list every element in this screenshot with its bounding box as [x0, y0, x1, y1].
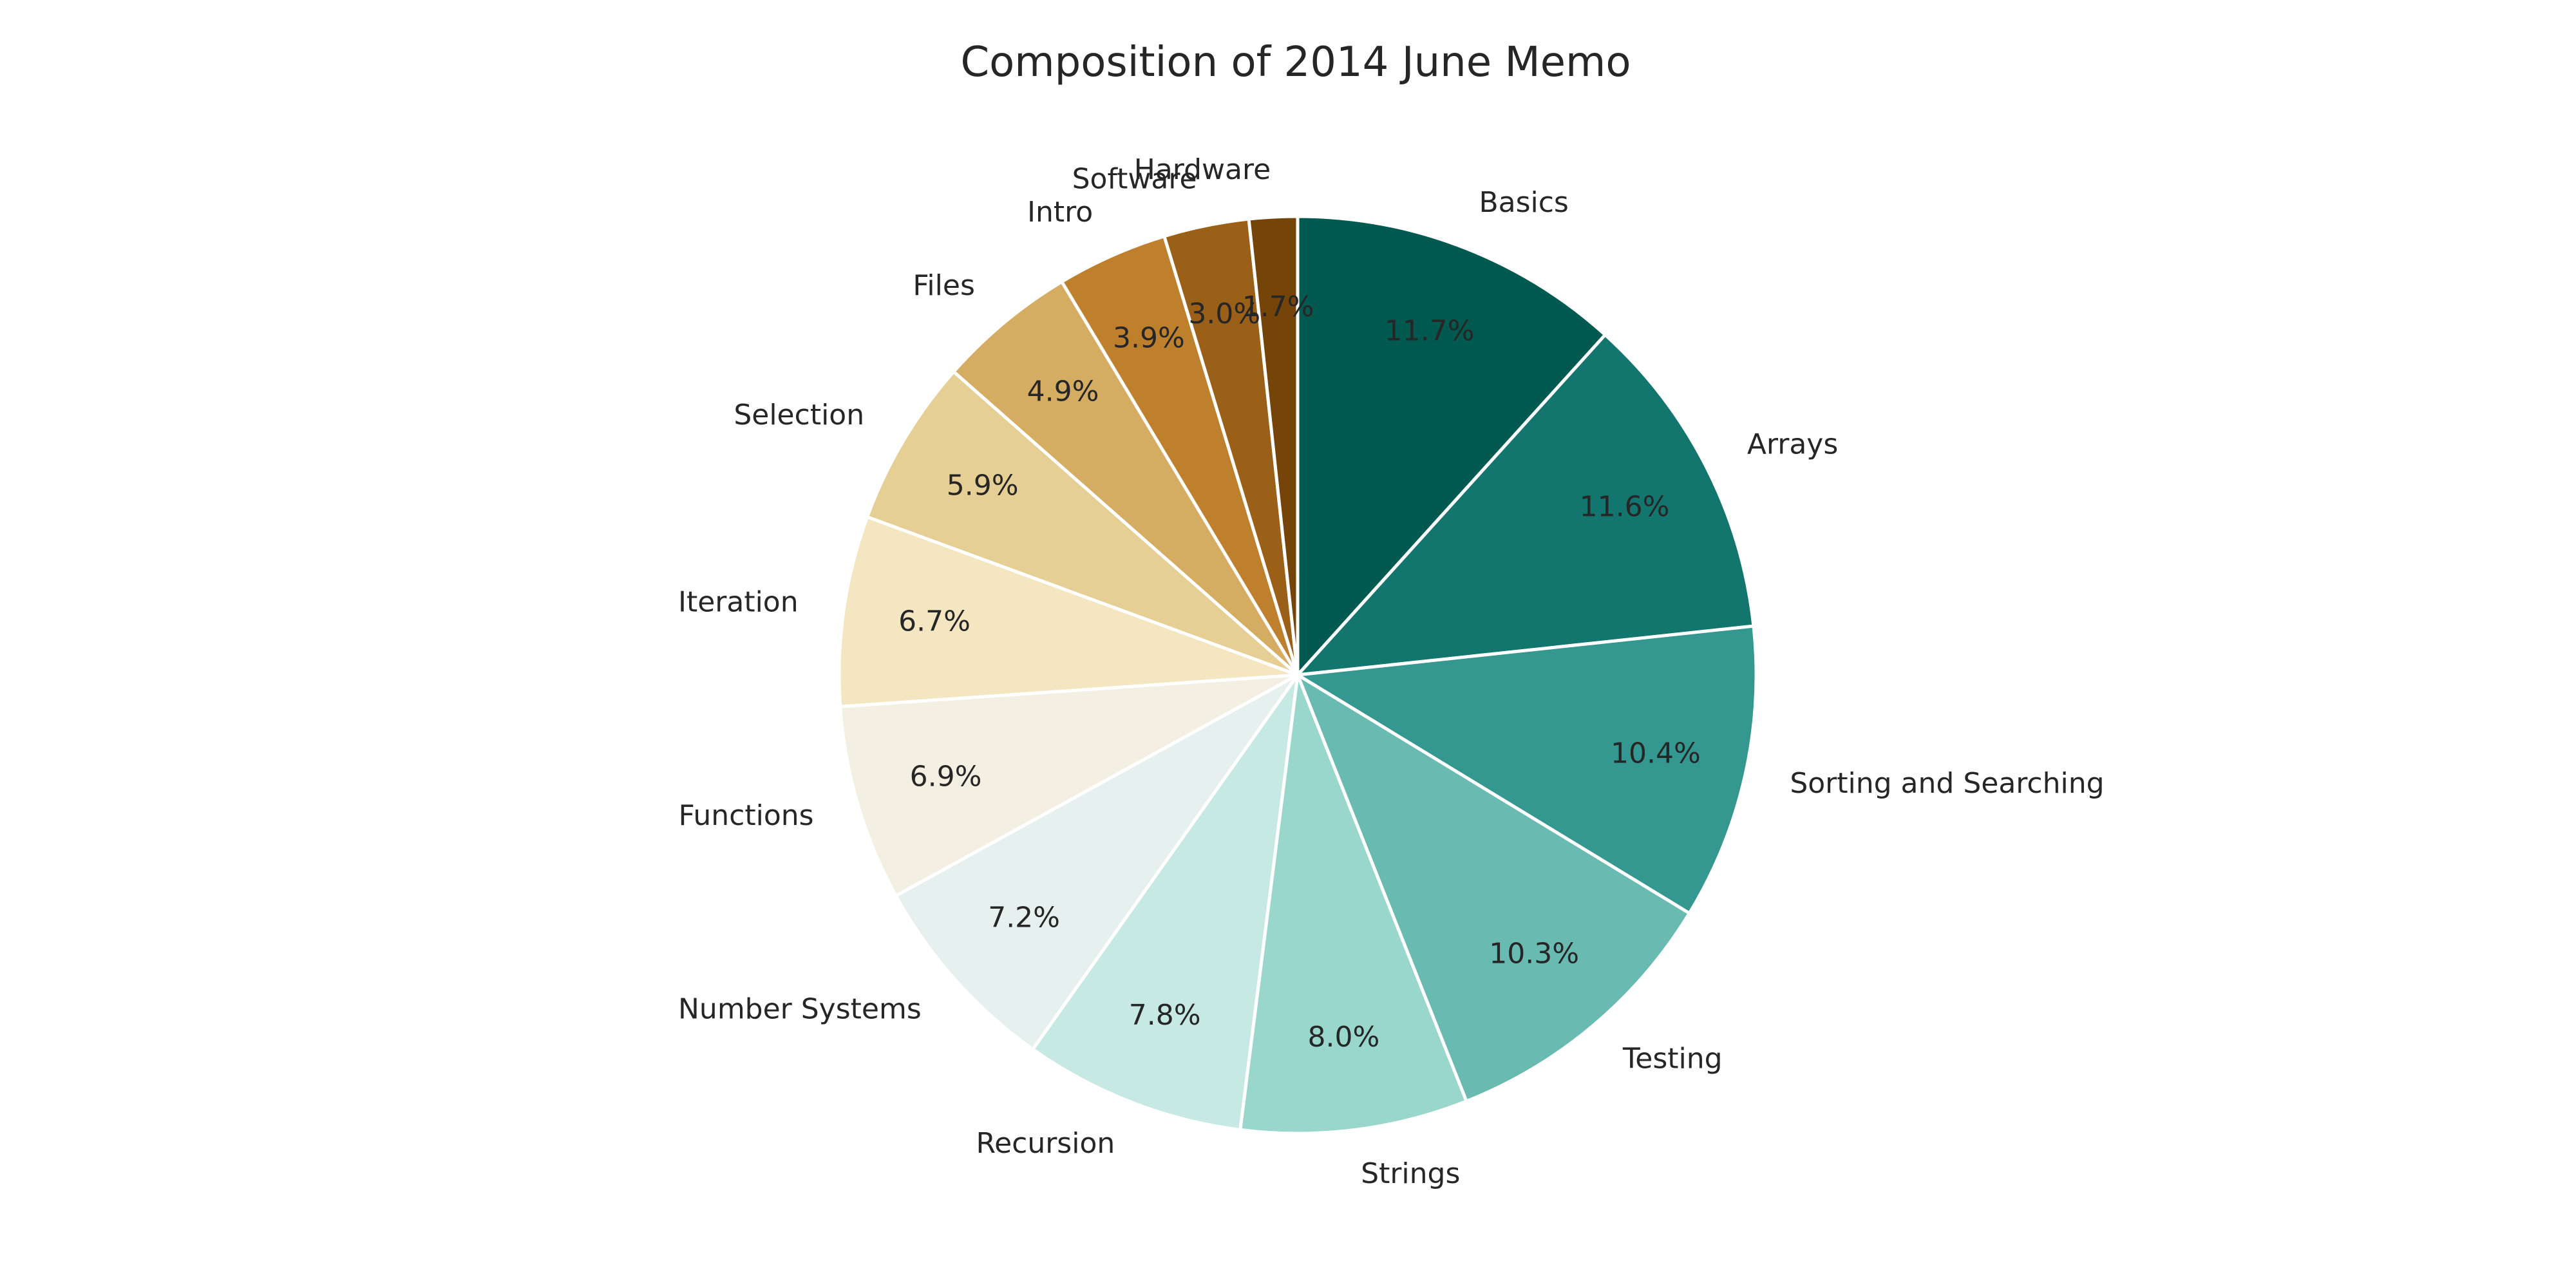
slice-pct-label-software: 3.0% [1188, 298, 1260, 330]
pie-slice-files [952, 279, 1300, 677]
pie-slice-iteration [837, 515, 1300, 708]
pie-slice-recursion [1031, 673, 1300, 1132]
slice-label-basics: Basics [1479, 186, 1568, 219]
slice-label-testing: Testing [1622, 1043, 1723, 1075]
pie-slice-number-systems [894, 673, 1300, 1051]
slice-pct-label-strings: 8.0% [1307, 1021, 1379, 1054]
pie-slice-hardware [1247, 214, 1300, 677]
slice-label-functions: Functions [679, 799, 814, 832]
slice-pct-label-intro: 3.9% [1113, 321, 1185, 354]
pie-labels: Basics 11.7% Arrays 11.6% Sorting and Search… [678, 153, 2105, 1190]
slice-pct-label-arrays: 11.6% [1580, 490, 1670, 523]
slice-pct-label-recursion: 7.8% [1129, 999, 1201, 1032]
slice-label-iteration: Iteration [678, 586, 799, 619]
slice-pct-label-hardware: 1.7% [1242, 290, 1314, 323]
pie-slice-sorting-and-searching [1296, 624, 1758, 915]
slice-pct-label-basics: 11.7% [1385, 314, 1475, 347]
pie-slice-functions [838, 673, 1300, 898]
pie-slice-strings [1238, 673, 1468, 1135]
slice-label-number-systems: Number Systems [678, 993, 922, 1026]
pie-slice-arrays [1296, 333, 1756, 677]
slice-pct-label-testing: 10.3% [1489, 937, 1579, 970]
slice-label-hardware: Hardware [1134, 153, 1271, 186]
slice-label-intro: Intro [1027, 196, 1093, 229]
chart-title: Composition of 2014 June Memo [960, 39, 1631, 86]
slice-label-selection: Selection [734, 399, 864, 431]
slice-pct-label-sorting-and-searching: 10.4% [1611, 737, 1701, 770]
slice-label-files: Files [913, 269, 975, 302]
slice-pct-label-iteration: 6.7% [898, 605, 971, 638]
slice-pct-label-functions: 6.9% [910, 761, 982, 793]
pie-slice-testing [1296, 673, 1691, 1103]
pie-slice-basics [1296, 214, 1607, 677]
slice-label-arrays: Arrays [1747, 428, 1838, 460]
pie-slice-selection [866, 370, 1300, 677]
slice-label-strings: Strings [1361, 1157, 1460, 1190]
slice-pct-label-files: 4.9% [1027, 375, 1099, 408]
slice-label-software: Software [1072, 163, 1197, 196]
pie-slices [837, 214, 1758, 1135]
slice-label-recursion: Recursion [976, 1127, 1115, 1160]
slice-pct-label-number-systems: 7.2% [988, 901, 1060, 934]
slice-pct-label-selection: 5.9% [947, 469, 1019, 502]
slice-label-sorting-and-searching: Sorting and Searching [1790, 767, 2104, 800]
